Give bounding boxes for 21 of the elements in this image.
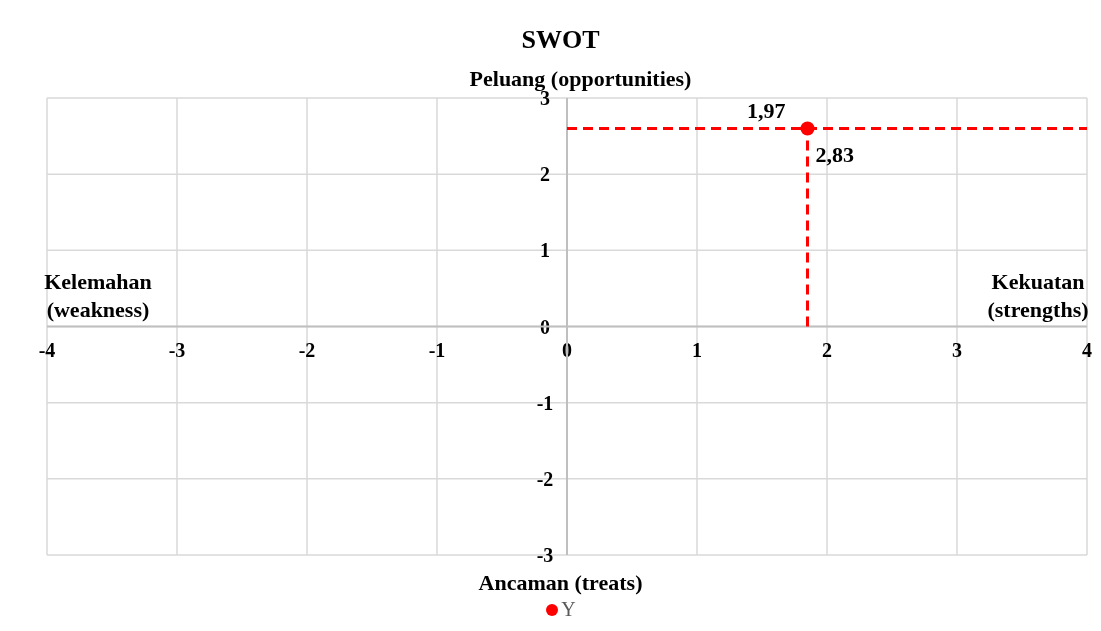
x-tick-label: -4 <box>38 338 56 361</box>
text: Peluang (opportunities) <box>469 66 692 91</box>
annotation: 2,83 <box>815 142 854 168</box>
text: Ancaman (treats) <box>478 570 643 595</box>
x-tick-label: -2 <box>298 338 316 361</box>
x-tick-label: 4 <box>1082 338 1092 361</box>
y-tick-label: -2 <box>536 467 554 490</box>
y-tick-label: 1 <box>540 239 550 262</box>
chart-title: SWOT <box>521 25 600 54</box>
x-tick-label: -1 <box>428 338 446 361</box>
legend-label: Y <box>560 598 576 621</box>
annotation: 1,97 <box>747 98 786 124</box>
y-tick-label: -3 <box>536 544 554 566</box>
annotation: Kelemahan (weakness) <box>44 268 152 322</box>
x-tick-label: 3 <box>952 338 962 361</box>
x-tick-label: -3 <box>168 338 186 361</box>
y-tick-label: 2 <box>540 163 550 186</box>
x-tick-label: 2 <box>822 338 832 361</box>
x-tick-label: 1 <box>692 338 702 361</box>
y-tick-label: -1 <box>536 391 554 414</box>
annotation: Kekuatan (strengths) <box>987 268 1089 322</box>
